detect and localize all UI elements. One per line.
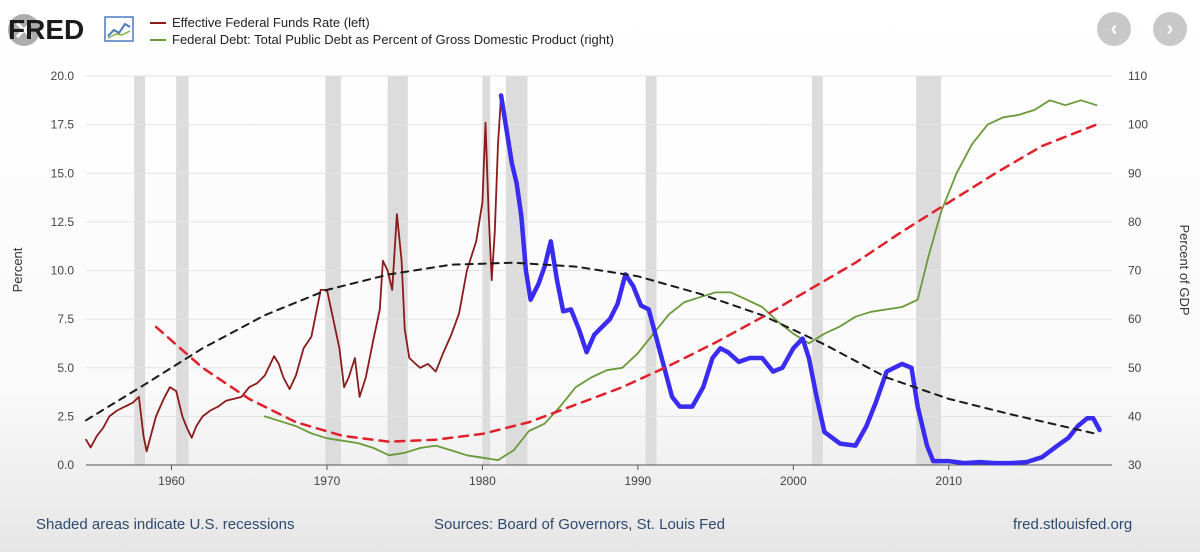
y-axis-label-right: Percent of GDP xyxy=(1177,224,1192,315)
y-tick-left: 12.5 xyxy=(51,215,75,229)
y-tick-left: 17.5 xyxy=(51,118,75,132)
trend-line-red xyxy=(154,123,1098,443)
sources-note: Sources: Board of Governors, St. Louis F… xyxy=(434,516,725,533)
y-tick-left: 2.5 xyxy=(57,409,74,423)
chevron-right-icon: › xyxy=(1166,17,1174,40)
chart-legend: Effective Federal Funds Rate (left) Fede… xyxy=(150,14,614,48)
close-icon[interactable] xyxy=(6,12,42,48)
y-tick-left: 10.0 xyxy=(51,264,75,278)
chevron-left-icon: ‹ xyxy=(1110,17,1118,40)
x-tick: 1970 xyxy=(314,474,341,488)
trend-line-black xyxy=(85,261,1098,435)
series-federal-debt xyxy=(263,99,1098,462)
legend-swatch-fed-funds xyxy=(150,21,166,24)
fred-logo: FRED xyxy=(8,14,85,45)
legend-label-debt: Federal Debt: Total Public Debt as Perce… xyxy=(172,32,614,47)
source-url-link[interactable]: fred.stlouisfed.org xyxy=(1013,516,1133,533)
previous-button[interactable]: ‹ xyxy=(1097,12,1131,46)
y-tick-right: 50 xyxy=(1128,361,1142,375)
y-tick-right: 90 xyxy=(1128,166,1142,180)
y-tick-right: 110 xyxy=(1128,69,1147,83)
logo-graph-icon xyxy=(104,16,134,42)
x-tick: 2010 xyxy=(935,474,962,488)
legend-item-fed-funds: Effective Federal Funds Rate (left) xyxy=(150,14,614,31)
series-overlay-blue xyxy=(498,93,1102,466)
y-tick-right: 60 xyxy=(1128,312,1142,326)
y-tick-right: 40 xyxy=(1128,409,1142,423)
y-tick-left: 7.5 xyxy=(57,312,74,326)
y-tick-left: 15.0 xyxy=(51,166,75,180)
legend-label-fed-funds: Effective Federal Funds Rate (left) xyxy=(172,15,370,30)
y-tick-right: 30 xyxy=(1128,458,1142,472)
y-tick-right: 80 xyxy=(1128,215,1142,229)
legend-swatch-debt xyxy=(150,38,166,41)
y-tick-left: 0.0 xyxy=(57,458,74,472)
y-axis-label-left: Percent xyxy=(10,247,25,292)
x-tick: 1960 xyxy=(158,474,185,488)
series-fed-funds-rate xyxy=(85,94,507,453)
next-button[interactable]: › xyxy=(1153,12,1187,46)
x-tick: 2000 xyxy=(780,474,807,488)
y-tick-left: 20.0 xyxy=(51,69,75,83)
x-tick: 1980 xyxy=(469,474,496,488)
y-tick-right: 100 xyxy=(1128,118,1148,132)
legend-item-debt: Federal Debt: Total Public Debt as Perce… xyxy=(150,31,614,48)
x-tick: 1990 xyxy=(625,474,652,488)
y-tick-left: 5.0 xyxy=(57,361,74,375)
recession-note: Shaded areas indicate U.S. recessions xyxy=(36,516,295,533)
y-tick-right: 70 xyxy=(1128,264,1142,278)
